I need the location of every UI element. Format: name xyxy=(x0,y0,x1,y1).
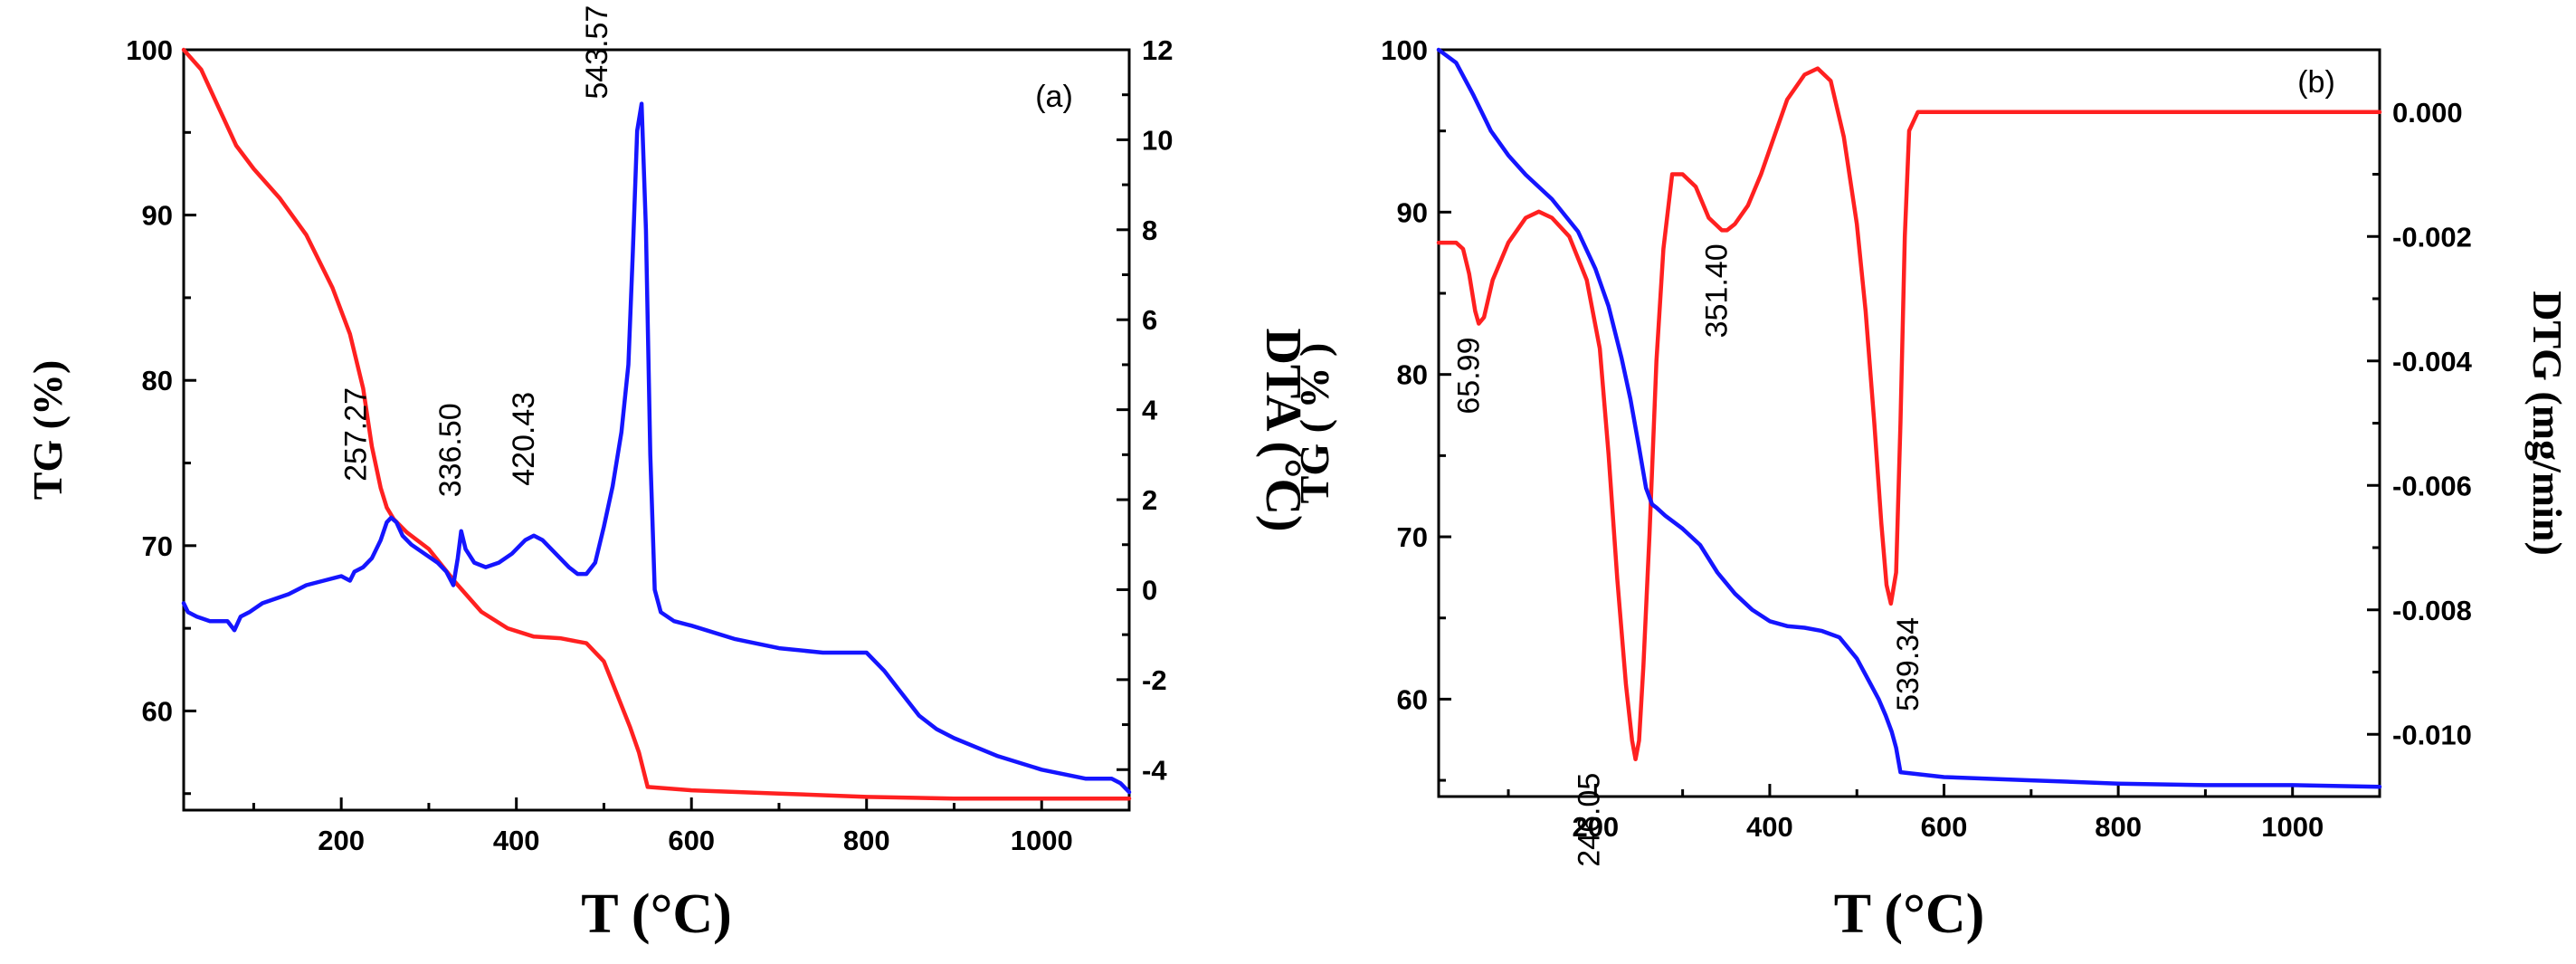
y-right-tick-label: -0.010 xyxy=(2392,719,2472,750)
x-tick-label: 800 xyxy=(843,825,890,856)
panel-tag: (a) xyxy=(1035,80,1073,114)
y-left-tick-label: 80 xyxy=(142,365,173,396)
y-right-tick-label: -0.006 xyxy=(2392,470,2472,501)
y-right-tick-label: 10 xyxy=(1142,124,1173,156)
y-left-tick-label: 100 xyxy=(1381,34,1428,66)
y-right-tick-label: 0 xyxy=(1142,574,1157,606)
x-tick-label: 600 xyxy=(1921,811,1968,843)
series-line-tg xyxy=(1436,47,2382,789)
panel-a: 200 400 600 800 1000 60 70 80 90 100 -4 -2 0 2 4 6 8 10 12… xyxy=(24,5,1311,945)
y-left-axis-title: TG (%) xyxy=(24,360,71,501)
series-line-dta xyxy=(181,101,1132,795)
y-right-tick-label: -2 xyxy=(1142,664,1167,696)
peak-annotation: 420.43 xyxy=(507,392,541,486)
y-right-tick-label: 2 xyxy=(1142,484,1157,516)
y-right-tick-label: 8 xyxy=(1142,215,1157,246)
peak-annotation: 543.57 xyxy=(580,5,614,100)
y-right-tick-label: 0.000 xyxy=(2392,97,2463,129)
y-left-tick-label: 90 xyxy=(142,200,173,232)
x-tick-label: 1000 xyxy=(1011,825,1073,856)
y-left-tick-label: 100 xyxy=(126,34,173,66)
peak-annotation: 246.05 xyxy=(1573,773,1607,867)
y-left-tick-label: 70 xyxy=(1397,521,1428,553)
x-tick-label: 800 xyxy=(2095,811,2142,843)
peak-annotation: 336.50 xyxy=(433,403,468,497)
y-right-tick-label: 12 xyxy=(1142,34,1173,66)
y-left-tick-label: 60 xyxy=(142,695,173,727)
y-right-tick-label: -0.002 xyxy=(2392,221,2472,253)
x-tick-label: 200 xyxy=(1572,811,1619,843)
plot-frame xyxy=(182,48,1131,812)
peak-annotation: 65.99 xyxy=(1451,338,1486,415)
peak-annotation: 539.34 xyxy=(1891,617,1925,711)
y-right-axis-title: DTG (mg/min) xyxy=(2524,291,2571,556)
series-line-tg xyxy=(181,47,1132,801)
panel-tag: (b) xyxy=(2297,65,2335,100)
x-tick-label: 600 xyxy=(668,825,715,856)
x-tick-label: 1000 xyxy=(2261,811,2324,843)
y-left-tick-label: 70 xyxy=(142,530,173,562)
y-left-axis-title: TG ( % ) xyxy=(1291,343,1337,504)
x-axis-title: T (°C) xyxy=(581,883,732,945)
x-tick-label: 400 xyxy=(1746,811,1793,843)
x-axis-title: T (°C) xyxy=(1834,883,1985,945)
y-right-tick-label: -0.004 xyxy=(2392,346,2473,377)
peak-annotation: 351.40 xyxy=(1700,243,1735,338)
y-right-tick-label: 4 xyxy=(1142,395,1158,426)
y-right-tick-label: -4 xyxy=(1142,754,1167,786)
y-left-tick-label: 60 xyxy=(1397,683,1428,715)
series-line-dtg xyxy=(1436,66,2382,762)
y-right-tick-label: -0.008 xyxy=(2392,595,2472,626)
panel-b: 200 400 600 800 1000 60 70 80 90 100 0.000 -0.002 -0… xyxy=(1291,34,2571,945)
x-tick-label: 400 xyxy=(493,825,540,856)
y-left-tick-label: 80 xyxy=(1397,359,1428,391)
y-right-axis-title: DTA (°C) xyxy=(1255,328,1311,531)
x-tick-label: 200 xyxy=(318,825,365,856)
y-right-tick-label: 6 xyxy=(1142,304,1157,336)
y-left-tick-label: 90 xyxy=(1397,196,1428,228)
peak-annotation: 257.27 xyxy=(338,387,373,482)
